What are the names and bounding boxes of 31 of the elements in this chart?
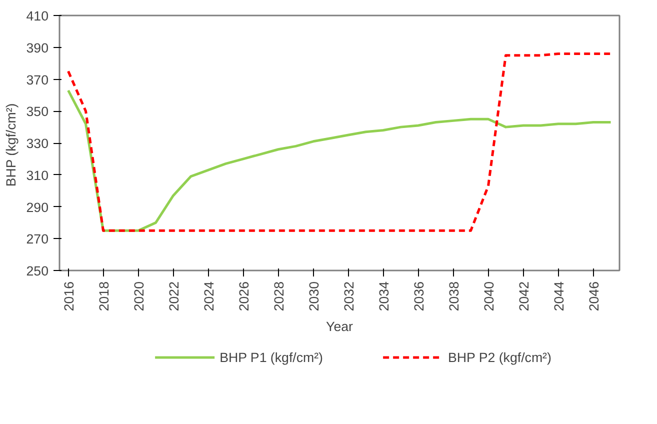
y-tick-label: 270 [26, 232, 49, 247]
y-tick-label: 350 [26, 104, 49, 120]
y-axis-title: BHP (kgf/cm²) [3, 103, 18, 187]
x-tick-label: 2034 [376, 280, 392, 312]
x-tick-label: 2026 [236, 281, 252, 312]
x-tick-label: 2036 [411, 281, 426, 312]
x-tick-label: 2024 [201, 280, 216, 312]
line-series [67, 52, 612, 232]
y-tick-label: 330 [26, 136, 49, 151]
x-tick-label: 2046 [586, 281, 602, 312]
x-tick-label: 2044 [551, 280, 566, 312]
y-tick-label: 310 [26, 168, 49, 183]
y-tick-label: 410 [26, 8, 49, 24]
x-tick-label: 2032 [341, 281, 356, 312]
y-tick-label: 290 [26, 200, 49, 215]
x-tick-label: 2018 [96, 281, 112, 312]
x-tick-label: 2022 [166, 281, 182, 312]
y-tick-label: 390 [26, 40, 49, 56]
legend-label: BHP P2 (kgf/cm²) [448, 350, 552, 364]
x-tick-label: 2038 [446, 281, 462, 312]
y-tick-label: 250 [26, 264, 49, 278]
x-tick-label: 2020 [131, 281, 146, 312]
legend-label: BHP P1 (kgf/cm²) [220, 350, 323, 364]
x-axis-title: Year [326, 319, 354, 334]
y-tick-label: 370 [26, 72, 49, 88]
x-tick-label: 2042 [516, 281, 532, 312]
x-tick-label: 2030 [306, 281, 322, 312]
x-tick-label: 2016 [61, 281, 76, 312]
x-tick-label: 2028 [271, 281, 286, 312]
x-tick-label: 2040 [481, 281, 496, 312]
line-series [67, 89, 612, 232]
